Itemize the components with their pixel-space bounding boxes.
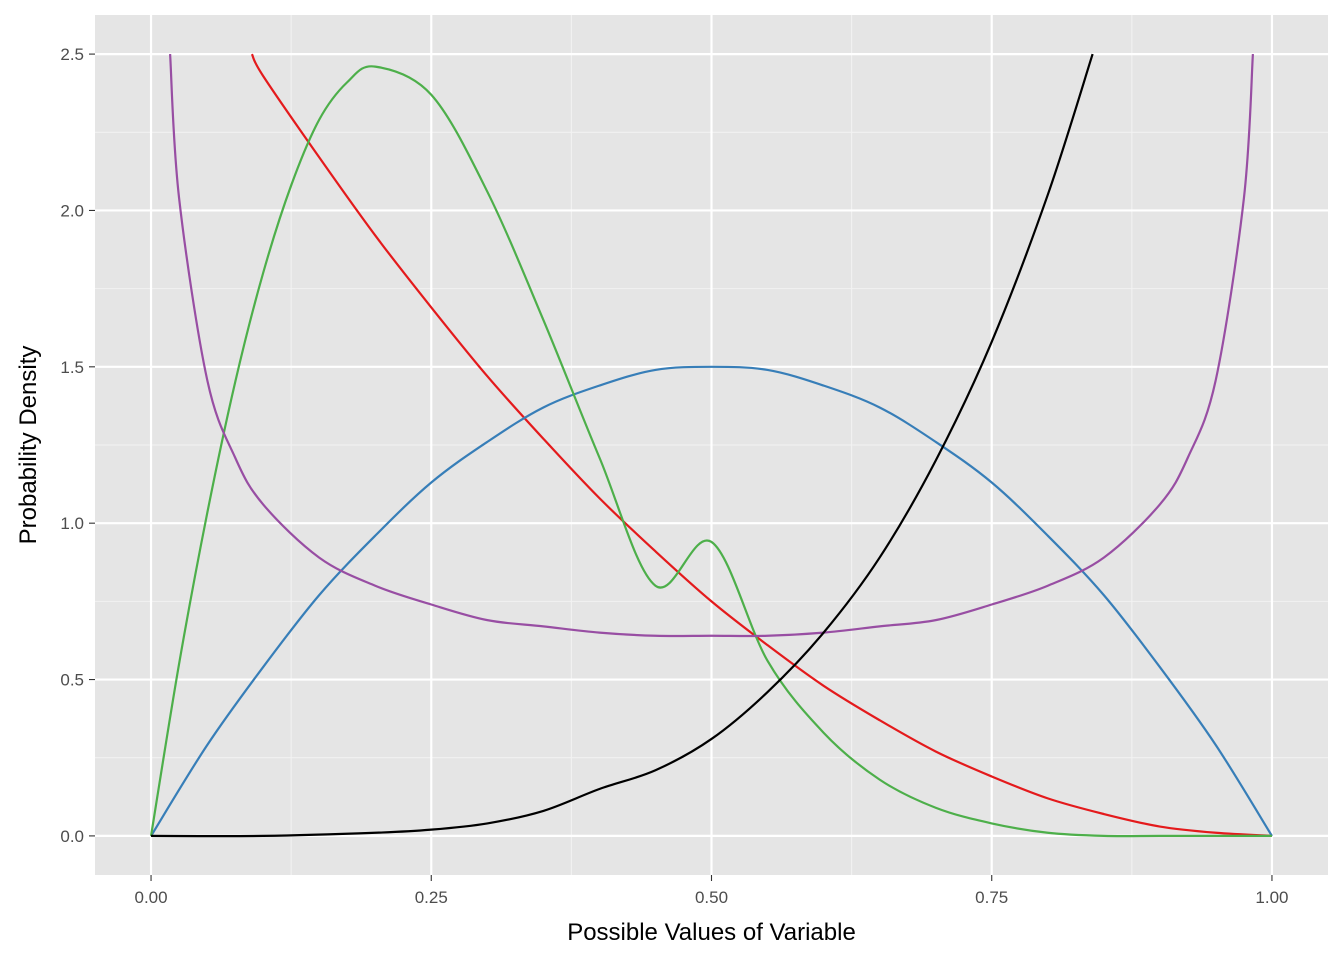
y-tick-label: 1.0 — [60, 514, 84, 533]
x-tick-label: 0.25 — [415, 888, 448, 907]
x-axis-title: Possible Values of Variable — [567, 919, 856, 946]
series-line-1 — [250, 53, 1273, 838]
y-tick-label: 2.5 — [60, 45, 84, 64]
y-tick-label: 0.0 — [60, 827, 84, 846]
major-gridlines — [95, 15, 1328, 875]
y-tick-label: 2.0 — [60, 201, 84, 220]
series-line-2 — [150, 365, 1273, 837]
x-tick-label: 0.00 — [134, 888, 167, 907]
series-line-5 — [151, 53, 1094, 838]
x-tick-label: 0.75 — [975, 888, 1008, 907]
series-lines — [149, 53, 1273, 838]
y-tick-label: 1.5 — [60, 358, 84, 377]
series-line-3 — [149, 65, 1272, 838]
x-tick-label: 1.00 — [1255, 888, 1288, 907]
x-tick-label: 0.50 — [695, 888, 728, 907]
y-tick-label: 0.5 — [60, 671, 84, 690]
x-axis-ticks: 0.00 0.25 0.50 0.75 1.00 — [134, 875, 1289, 907]
y-axis-ticks: 0.0 0.5 1.0 1.5 2.0 2.5 — [60, 45, 95, 846]
series-line-4 — [169, 54, 1254, 638]
y-axis-title: Probability Density — [15, 346, 42, 545]
